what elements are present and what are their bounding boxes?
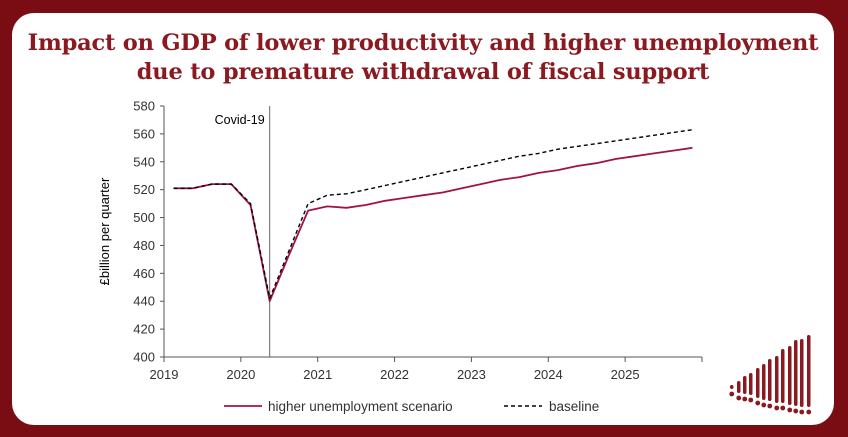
y-tick-label: 480 [133,238,155,253]
legend-label-baseline: baseline [549,399,599,414]
y-tick-label: 400 [133,350,155,365]
y-tick-label: 460 [133,266,155,281]
y-axis-label: £billion per quarter [97,177,112,285]
y-tick-label: 500 [133,210,155,225]
x-tick-label: 2023 [457,367,486,382]
y-tick-label: 420 [133,322,155,337]
x-tick-label: 2021 [303,367,332,382]
y-tick-label: 580 [133,99,155,114]
x-tick-label: 2024 [534,367,563,382]
x-tick-label: 2022 [380,367,409,382]
x-tick-label: 2025 [611,367,640,382]
y-tick-label: 440 [133,294,155,309]
chart-card: Impact on GDP of lower productivity and … [12,13,834,425]
x-tick-label: 2020 [226,367,255,382]
series-line-baseline [173,129,693,300]
series-line-higher-unemployment [173,146,693,303]
chart-title-line-1: Impact on GDP of lower productivity and … [27,30,819,56]
line-chart: 400 420 440 460 480 500 520 540 560 580 2019 2020 20… [97,99,812,415]
y-tick-label: 560 [133,126,155,141]
x-tick-label: 2019 [150,367,179,382]
y-tick-label: 520 [133,182,155,197]
chart-title: Impact on GDP of lower productivity and … [12,29,834,87]
y-tick-label: 540 [133,154,155,169]
covid-annotation-label: Covid-19 [215,113,265,127]
chart-title-line-2: due to premature withdrawal of fiscal su… [136,59,710,85]
bar-chart-logo-icon [729,335,812,415]
legend-label-higher-unemployment: higher unemployment scenario [268,399,453,414]
